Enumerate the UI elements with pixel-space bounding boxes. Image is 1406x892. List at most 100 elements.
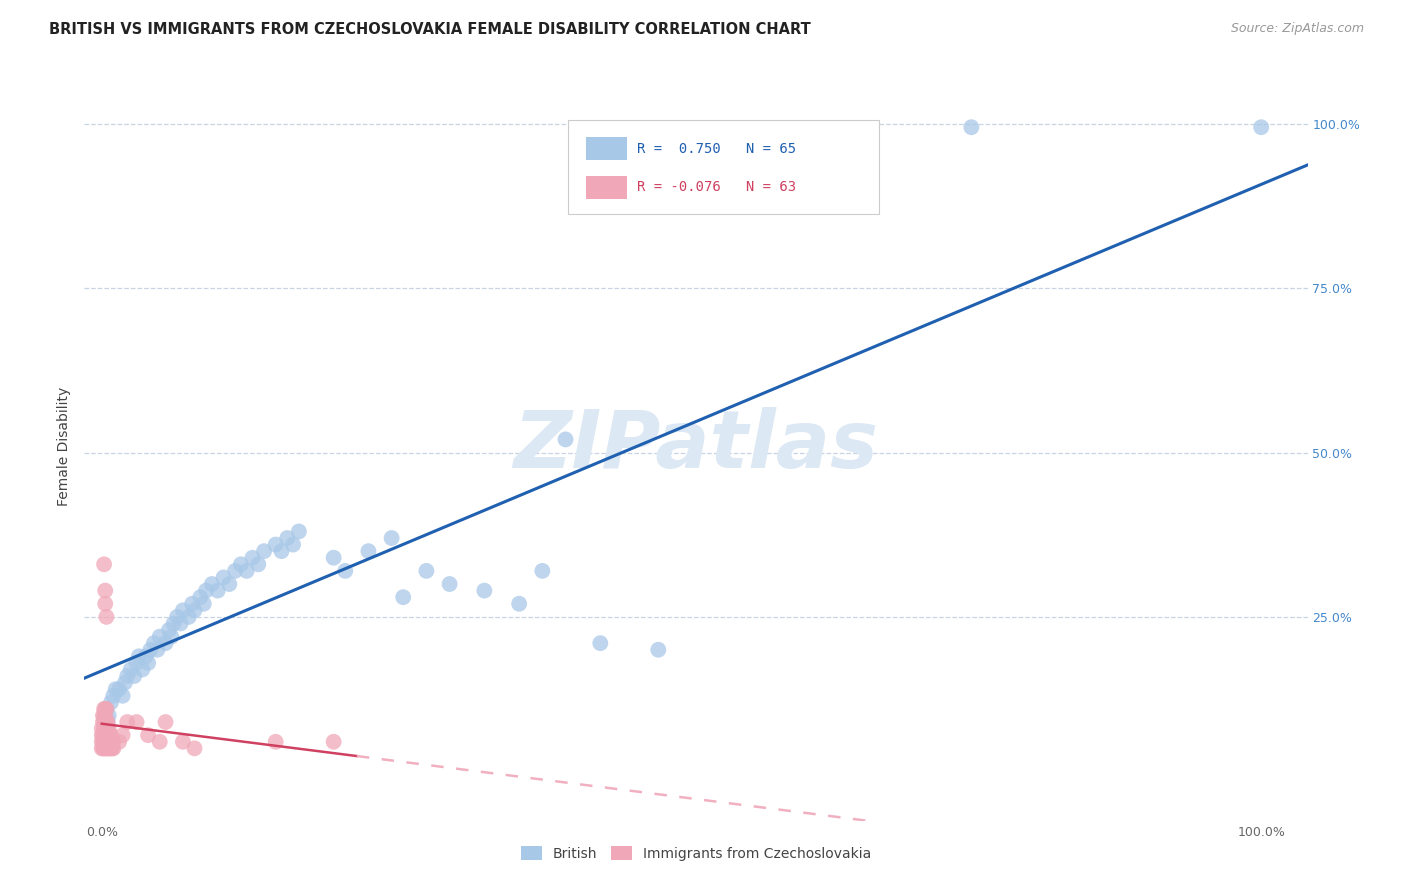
Point [96, 735, 118, 749]
Point [94, 702, 117, 716]
Point [207, 583, 229, 598]
Text: R = -0.076   N = 63: R = -0.076 N = 63 [637, 180, 796, 194]
Point [94, 708, 117, 723]
Point [960, 120, 983, 135]
FancyBboxPatch shape [586, 177, 627, 199]
Point [335, 564, 357, 578]
Point [276, 531, 298, 545]
Legend: British, Immigrants from Czechoslovakia: British, Immigrants from Czechoslovakia [515, 840, 877, 866]
Point [235, 564, 257, 578]
Point [104, 682, 127, 697]
Point [128, 649, 150, 664]
Point [155, 714, 177, 729]
Point [100, 735, 122, 749]
Point [125, 656, 148, 670]
Point [93, 722, 115, 736]
Point [155, 636, 177, 650]
Point [1250, 120, 1272, 135]
Point [98, 728, 121, 742]
Point [96, 702, 118, 716]
Point [96, 702, 118, 716]
Point [111, 689, 134, 703]
Point [90, 741, 112, 756]
Point [98, 741, 121, 756]
Point [94, 735, 117, 749]
Point [508, 597, 530, 611]
Point [93, 741, 115, 756]
Point [647, 642, 669, 657]
Point [270, 544, 292, 558]
Point [94, 714, 117, 729]
Point [100, 695, 122, 709]
Point [90, 735, 112, 749]
Point [357, 544, 380, 558]
Point [96, 728, 118, 742]
Point [103, 689, 125, 703]
Point [91, 741, 114, 756]
Point [136, 656, 159, 670]
Point [96, 722, 118, 736]
Point [114, 675, 136, 690]
Point [149, 630, 172, 644]
Point [93, 728, 115, 742]
Point [166, 610, 188, 624]
Point [96, 714, 118, 729]
Point [94, 741, 117, 756]
Point [135, 649, 157, 664]
Point [188, 590, 211, 604]
Point [162, 616, 184, 631]
Point [392, 590, 415, 604]
Point [139, 642, 162, 657]
Text: R =  0.750   N = 65: R = 0.750 N = 65 [637, 142, 796, 155]
Point [224, 564, 246, 578]
Point [97, 728, 120, 742]
Point [177, 610, 200, 624]
Point [125, 714, 148, 729]
Point [93, 702, 115, 716]
Point [97, 722, 120, 736]
Point [98, 735, 121, 749]
Point [120, 663, 142, 677]
Point [554, 433, 576, 447]
Point [91, 728, 114, 742]
Point [229, 558, 252, 572]
Point [157, 623, 180, 637]
Point [94, 597, 117, 611]
Point [183, 741, 205, 756]
FancyBboxPatch shape [586, 137, 627, 160]
Point [218, 577, 240, 591]
Point [146, 642, 169, 657]
Point [281, 538, 304, 552]
Point [136, 728, 159, 742]
Point [169, 616, 191, 631]
Point [103, 735, 125, 749]
Point [381, 531, 404, 545]
Point [172, 735, 194, 749]
Point [96, 728, 118, 742]
Point [131, 663, 153, 677]
Point [122, 669, 145, 683]
Point [195, 583, 218, 598]
Point [94, 583, 117, 598]
Point [97, 708, 120, 723]
Point [181, 597, 204, 611]
Point [439, 577, 461, 591]
Point [322, 735, 344, 749]
Text: BRITISH VS IMMIGRANTS FROM CZECHOSLOVAKIA FEMALE DISABILITY CORRELATION CHART: BRITISH VS IMMIGRANTS FROM CZECHOSLOVAKI… [49, 22, 811, 37]
Point [96, 735, 118, 749]
Point [264, 735, 287, 749]
Text: ZIPatlas: ZIPatlas [513, 407, 879, 485]
FancyBboxPatch shape [568, 120, 880, 214]
Point [100, 741, 122, 756]
Point [531, 564, 554, 578]
Text: Source: ZipAtlas.com: Source: ZipAtlas.com [1230, 22, 1364, 36]
Point [264, 538, 287, 552]
Point [96, 722, 118, 736]
Point [242, 550, 264, 565]
Point [91, 708, 114, 723]
Point [101, 741, 124, 756]
Point [322, 550, 344, 565]
Point [117, 669, 139, 683]
Point [183, 603, 205, 617]
Point [415, 564, 437, 578]
